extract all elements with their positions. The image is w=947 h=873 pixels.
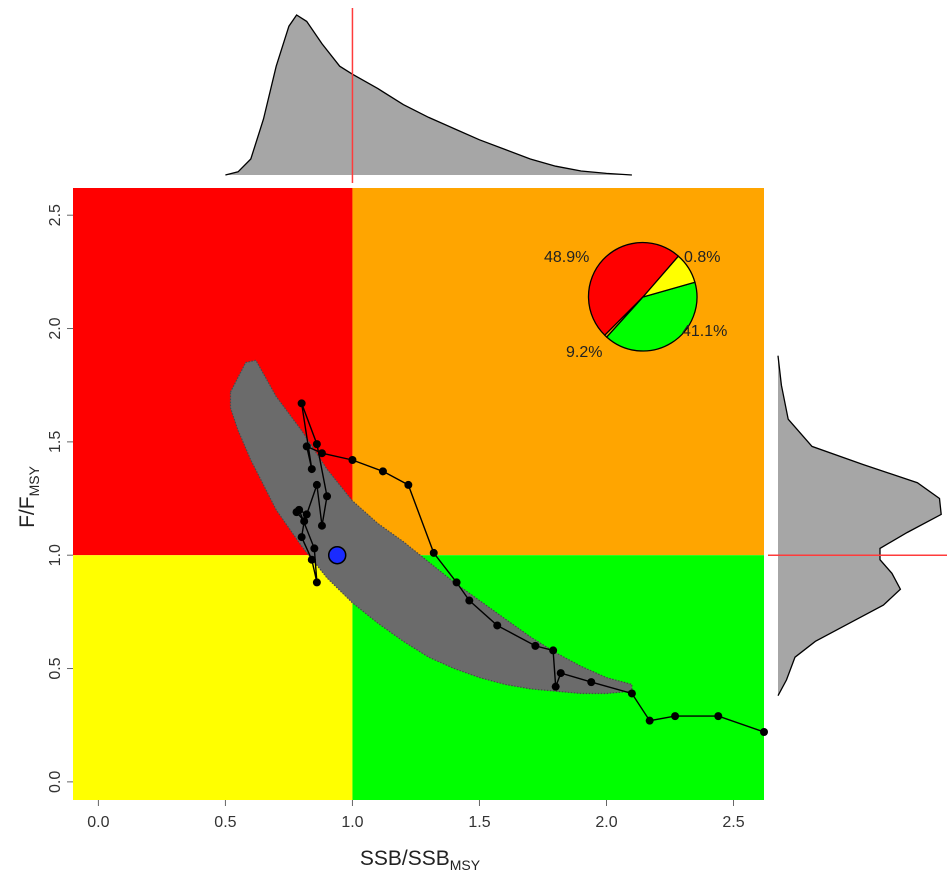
x-tick-label: 1.5 [468, 814, 490, 831]
x-axis-label-main: SSB/SSB [360, 847, 450, 870]
quadrant-overfished [73, 555, 353, 800]
trajectory-point [465, 596, 474, 605]
x-tick-label: 2.0 [595, 814, 617, 831]
quadrant-overfishing [352, 188, 764, 556]
y-tick-label: 1.0 [47, 544, 64, 566]
trajectory-point [348, 456, 357, 464]
trajectory-point [297, 533, 306, 542]
trajectory-point [302, 442, 311, 451]
trajectory-point [556, 669, 565, 678]
trajectory-point [307, 555, 316, 564]
x-tick-label: 0.5 [214, 814, 236, 831]
y-tick-label: 0.0 [47, 771, 64, 793]
y-tick-label: 0.5 [47, 657, 64, 679]
trajectory-point [714, 712, 723, 721]
y-axis-label-main: F/F [16, 496, 39, 528]
trajectory-point [317, 449, 326, 458]
trajectory-point [378, 467, 387, 476]
pie-slice [587, 241, 680, 337]
quadrants [73, 188, 764, 800]
trajectory-point [645, 716, 654, 725]
pie-label: 9.2% [566, 344, 602, 361]
trajectory-point [627, 689, 636, 698]
y-axis-label-sub: MSY [26, 465, 42, 496]
x-tick-label: 1.0 [341, 814, 363, 831]
y-axis-label: F/FMSY [16, 465, 42, 528]
trajectory-point [429, 548, 438, 557]
trajectory-point [300, 517, 309, 526]
trajectory-point [312, 480, 321, 489]
y-axis: 0.0 0.5 1.0 1.5 2.0 2.5 [47, 204, 73, 793]
y-tick-label: 2.5 [47, 204, 64, 226]
pie-slice [605, 281, 698, 352]
trajectory-point [549, 646, 558, 655]
trajectory-point [587, 678, 596, 687]
trajectory-point [297, 399, 306, 408]
trajectory-point [493, 621, 502, 630]
trajectory-point [307, 465, 316, 474]
pie-label: 48.9% [544, 249, 589, 266]
trajectory-point [312, 578, 321, 587]
trajectory-point [312, 440, 321, 449]
x-tick-label: 2.5 [722, 814, 744, 831]
trajectory-point [760, 728, 768, 736]
trajectory-point [452, 578, 461, 587]
pie-label: 0.8% [684, 249, 720, 266]
pie-slice [641, 255, 696, 299]
trajectory-point [404, 480, 413, 489]
trajectory-point [531, 641, 540, 650]
trajectory-point [551, 682, 560, 691]
trajectory [292, 399, 768, 736]
x-axis: 0.0 0.5 1.0 1.5 2.0 2.5 [87, 800, 745, 831]
trajectory-point [323, 492, 332, 501]
x-axis-label-sub: MSY [450, 857, 481, 873]
right-density-curve [777, 355, 942, 697]
current-status-point [327, 545, 347, 565]
trajectory-point [317, 521, 326, 530]
top-density-curve [225, 14, 632, 176]
trajectory-point [310, 544, 319, 553]
trajectory-point [302, 510, 311, 519]
y-tick-label: 1.5 [47, 431, 64, 453]
trajectory-point [671, 712, 680, 721]
pie-label: 41.1% [682, 323, 727, 340]
trajectory-point [292, 508, 301, 517]
status-pie-chart: 48.9% 0.8% 41.1% 9.2% [544, 241, 727, 361]
x-tick-label: 0.0 [87, 814, 109, 831]
y-tick-label: 2.0 [47, 317, 64, 339]
x-axis-label: SSB/SSBMSY [360, 847, 481, 873]
